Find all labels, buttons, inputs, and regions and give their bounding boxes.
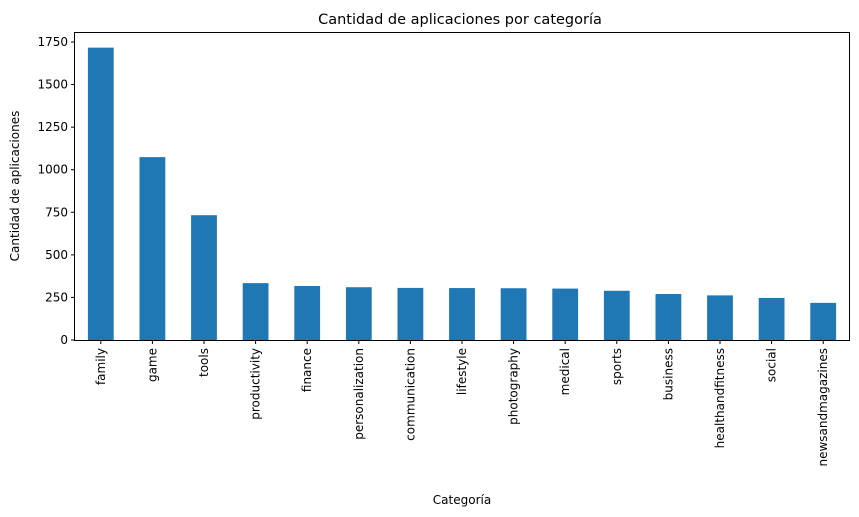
y-axis-label: Cantidad de aplicaciones <box>8 111 22 262</box>
x-tick-label: healthandfitness <box>713 348 727 448</box>
x-tick-label: tools <box>197 348 211 377</box>
x-tick-label: medical <box>558 348 572 395</box>
x-tick-label: productivity <box>249 348 263 420</box>
y-tick-label: 1250 <box>37 120 68 134</box>
y-tick-label: 750 <box>45 205 68 219</box>
bar-newsandmagazines <box>810 302 837 340</box>
bar-communication <box>397 287 424 340</box>
y-tick-label: 250 <box>45 290 68 304</box>
y-tick-label: 1000 <box>37 163 68 177</box>
bar-photography <box>500 288 527 340</box>
y-axis-ticks: 0 250 500 750 1000 1250 1500 1750 <box>37 35 75 347</box>
x-tick-label: newsandmagazines <box>816 348 830 467</box>
x-tick-label: social <box>765 348 779 382</box>
bar-social <box>758 297 785 340</box>
x-tick-label: game <box>145 348 159 382</box>
x-tick-label: personalization <box>352 348 366 440</box>
x-tick-label: communication <box>403 348 417 441</box>
x-axis-label: Categoría <box>433 493 491 507</box>
bar-productivity <box>242 283 269 340</box>
bar-lifestyle <box>449 288 475 340</box>
bar-tools <box>191 215 217 340</box>
bar-medical <box>552 288 579 340</box>
y-tick-label: 1750 <box>37 35 68 49</box>
bar-family <box>87 47 114 340</box>
x-tick-label: lifestyle <box>455 348 469 395</box>
x-tick-label: sports <box>610 348 624 385</box>
chart-title: Cantidad de aplicaciones por categoría <box>318 12 602 28</box>
x-tick-label: business <box>661 348 675 400</box>
y-tick-label: 0 <box>60 333 68 347</box>
plot-frame <box>74 32 850 341</box>
y-tick-label: 1500 <box>37 78 68 92</box>
bars-group <box>87 47 837 340</box>
bar-game <box>139 157 166 340</box>
x-tick-label: family <box>94 348 108 385</box>
y-tick-label: 500 <box>45 248 68 262</box>
x-axis-ticks: family game tools productivity finance person… <box>94 340 830 467</box>
bar-healthandfitness <box>707 295 733 340</box>
bar-personalization <box>345 287 372 340</box>
x-tick-label: photography <box>507 348 521 425</box>
bar-business <box>655 294 682 340</box>
bar-finance <box>294 286 321 340</box>
bar-sports <box>603 290 630 340</box>
x-tick-label: finance <box>300 348 314 392</box>
